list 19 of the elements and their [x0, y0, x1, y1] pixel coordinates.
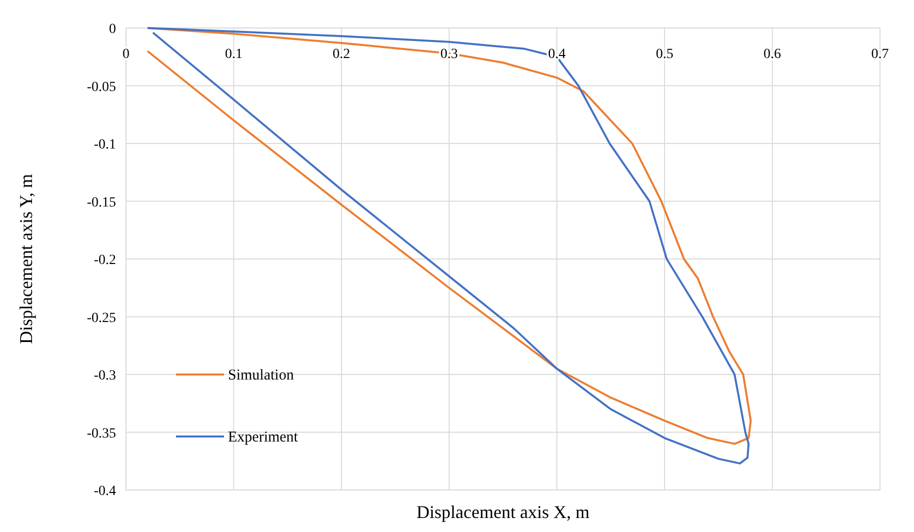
y-tick-label: -0.4 [94, 484, 116, 499]
y-axis-title: Displacement axis Y, m [16, 174, 36, 344]
legend-label: Experiment [228, 430, 299, 446]
x-tick-label: 0.5 [656, 47, 674, 62]
x-tick-label: 0.6 [764, 47, 782, 62]
x-axis-title: Displacement axis X, m [416, 502, 590, 522]
x-tick-label: 0.2 [332, 47, 350, 62]
y-tick-label: -0.3 [94, 368, 116, 384]
y-tick-label: -0.35 [86, 426, 116, 442]
y-tick-label: -0.05 [86, 80, 116, 95]
y-tick-label: -0.1 [94, 138, 116, 152]
y-tick-label: 0 [109, 22, 116, 37]
x-tick-label: 0.1 [224, 47, 242, 62]
x-tick-label: 0.7 [871, 47, 889, 62]
y-tick-label: -0.15 [86, 195, 116, 210]
y-tick-label: -0.2 [94, 253, 116, 268]
x-tick-label: 0 [122, 47, 130, 62]
y-tick-label: -0.25 [86, 310, 116, 326]
legend-label: Simulation [228, 368, 294, 384]
